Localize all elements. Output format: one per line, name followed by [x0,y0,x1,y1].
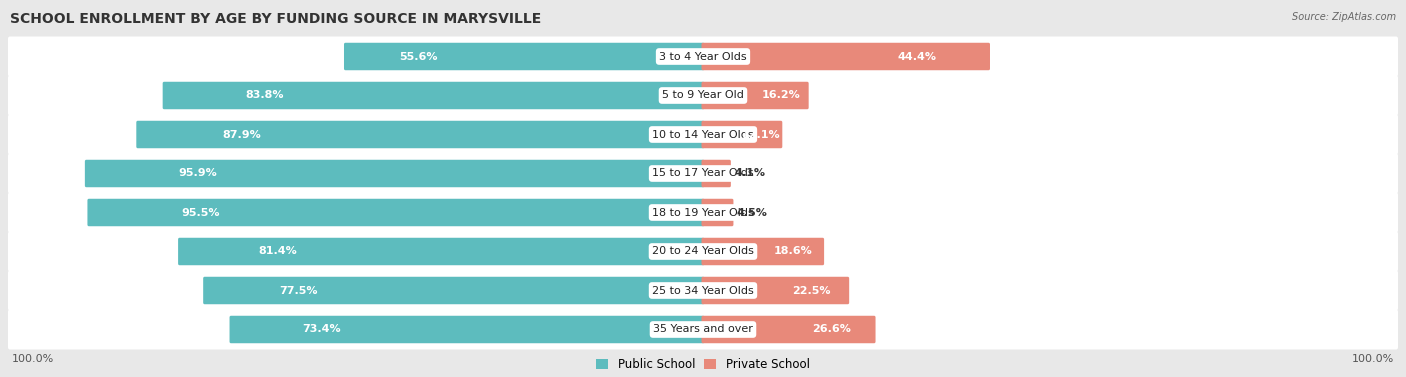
FancyBboxPatch shape [8,193,1398,233]
Text: 100.0%: 100.0% [13,354,55,364]
FancyBboxPatch shape [8,115,1398,155]
FancyBboxPatch shape [204,277,704,304]
Text: 87.9%: 87.9% [222,130,262,139]
Text: 4.5%: 4.5% [737,207,768,218]
FancyBboxPatch shape [702,316,876,343]
Text: 22.5%: 22.5% [792,285,831,296]
FancyBboxPatch shape [702,160,731,187]
Text: Source: ZipAtlas.com: Source: ZipAtlas.com [1292,12,1396,22]
FancyBboxPatch shape [229,316,704,343]
Text: 26.6%: 26.6% [811,325,851,334]
Text: 83.8%: 83.8% [245,90,284,101]
Text: 10 to 14 Year Olds: 10 to 14 Year Olds [652,130,754,139]
Text: 100.0%: 100.0% [1351,354,1393,364]
FancyBboxPatch shape [8,271,1398,311]
Text: 15 to 17 Year Olds: 15 to 17 Year Olds [652,169,754,178]
FancyBboxPatch shape [8,37,1398,77]
Text: 20 to 24 Year Olds: 20 to 24 Year Olds [652,247,754,256]
FancyBboxPatch shape [84,160,704,187]
FancyBboxPatch shape [702,82,808,109]
FancyBboxPatch shape [702,238,824,265]
FancyBboxPatch shape [179,238,704,265]
FancyBboxPatch shape [702,277,849,304]
Text: 73.4%: 73.4% [302,325,340,334]
Text: 16.2%: 16.2% [762,90,800,101]
Text: 3 to 4 Year Olds: 3 to 4 Year Olds [659,52,747,61]
Text: 25 to 34 Year Olds: 25 to 34 Year Olds [652,285,754,296]
Text: 95.9%: 95.9% [179,169,218,178]
Text: 12.1%: 12.1% [742,130,780,139]
Text: 95.5%: 95.5% [181,207,219,218]
Text: 55.6%: 55.6% [399,52,437,61]
Text: 77.5%: 77.5% [280,285,318,296]
Text: 18 to 19 Year Olds: 18 to 19 Year Olds [652,207,754,218]
FancyBboxPatch shape [136,121,704,148]
Legend: Public School, Private School: Public School, Private School [596,358,810,371]
FancyBboxPatch shape [87,199,704,226]
Text: 44.4%: 44.4% [897,52,936,61]
FancyBboxPatch shape [8,231,1398,271]
FancyBboxPatch shape [702,199,734,226]
FancyBboxPatch shape [8,75,1398,115]
FancyBboxPatch shape [8,153,1398,193]
Text: 5 to 9 Year Old: 5 to 9 Year Old [662,90,744,101]
FancyBboxPatch shape [702,121,782,148]
FancyBboxPatch shape [702,43,990,70]
Text: 18.6%: 18.6% [773,247,813,256]
FancyBboxPatch shape [163,82,704,109]
Text: 81.4%: 81.4% [259,247,297,256]
FancyBboxPatch shape [8,310,1398,349]
Text: 35 Years and over: 35 Years and over [652,325,754,334]
Text: 4.1%: 4.1% [734,169,765,178]
Text: SCHOOL ENROLLMENT BY AGE BY FUNDING SOURCE IN MARYSVILLE: SCHOOL ENROLLMENT BY AGE BY FUNDING SOUR… [10,12,541,26]
FancyBboxPatch shape [344,43,704,70]
